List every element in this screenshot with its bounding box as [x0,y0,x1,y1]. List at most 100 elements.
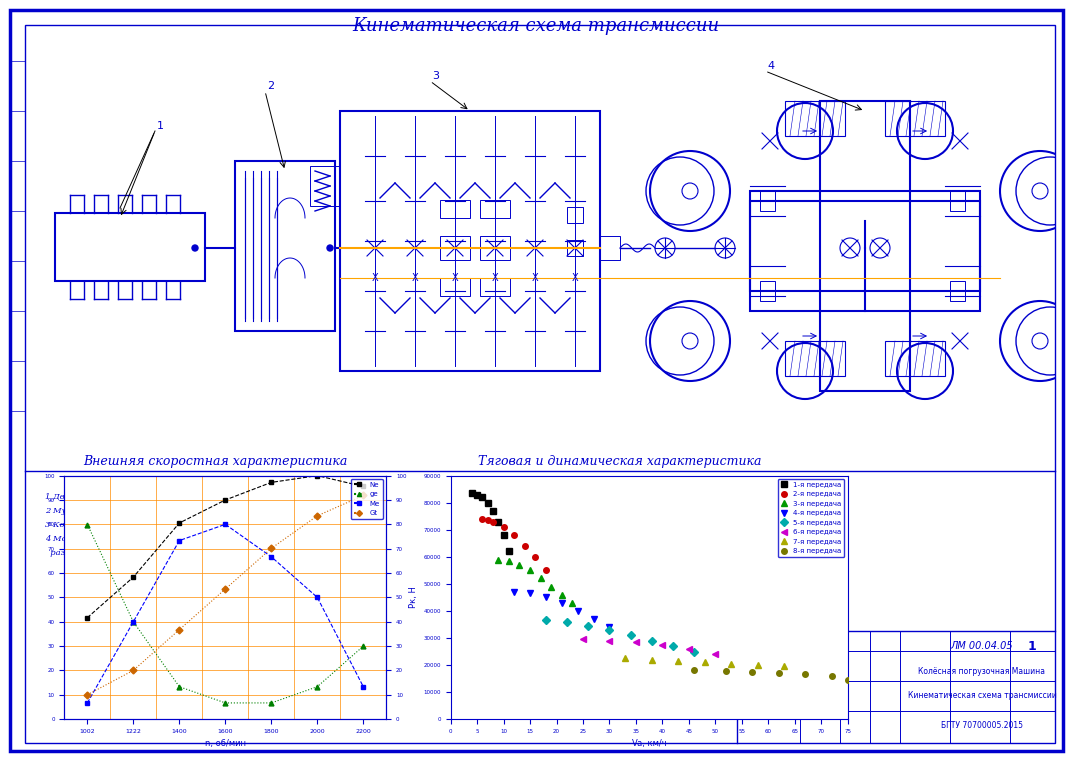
4-я передача [508,587,520,597]
Bar [750,201,980,311]
Bar [950,191,965,211]
Bar [885,341,945,376]
Bar [567,240,583,256]
Line: 3-я передача: 3-я передача [496,557,575,606]
Line: Ne: Ne [85,473,366,620]
ge [219,699,232,708]
Bar [310,166,340,206]
Line: ge: ge [85,522,366,705]
ge [357,642,370,651]
Text: Кинематическая схема трансмиссии: Кинематическая схема трансмиссии [352,17,720,35]
Text: ge, г/кВт·ч
Me, Нм: ge, г/кВт·ч Me, Нм [460,578,473,616]
Text: X: X [452,273,458,283]
Bar [600,236,620,260]
Ne [219,495,232,505]
1-я передача [486,506,499,515]
8-я передача [746,667,759,677]
Line: Me: Me [85,522,366,705]
ge [80,520,93,529]
ge [311,682,324,691]
Ne [80,613,93,622]
3-я передача [545,582,558,591]
Text: 2 Муфта сцепления 4-х дисковая: 2 Муфта сцепления 4-х дисковая [45,507,195,515]
1-я передача [476,492,489,501]
Bar [785,341,846,376]
Y-axis label: Рк, Н: Рк, Н [409,587,417,608]
8-я передача [825,671,838,680]
Text: БГТУ 70700005.2015: БГТУ 70700005.2015 [941,721,1023,731]
5-я передача [624,631,637,640]
Ne [127,572,139,581]
Text: 3: 3 [432,71,439,81]
Bar [55,213,205,281]
Text: 4: 4 [767,61,774,71]
2-я передача [518,541,531,550]
Bar [480,200,510,218]
Text: Колёсная погрузочная Машина: Колёсная погрузочная Машина [918,667,1045,676]
Me [173,536,186,545]
Gt [357,491,370,500]
8-я передача [720,667,733,676]
Gt [219,584,232,594]
Text: X: X [412,273,418,283]
Me [80,699,93,708]
6-я передача [656,640,668,649]
7-я передача [724,659,737,668]
8-я передача [841,675,854,684]
Bar [480,278,510,296]
Me [265,552,278,562]
Me [219,520,232,529]
Line: 6-я передача: 6-я передача [580,636,718,657]
7-я передача [672,657,685,666]
3-я передача [513,560,526,569]
2-я передача [497,523,510,532]
Bar [480,236,510,260]
4-я передача [571,607,584,616]
5-я передача [540,616,553,625]
3-я передача [534,574,547,583]
Circle shape [192,245,199,251]
Gt [127,666,139,675]
Bar [785,101,846,136]
Bar [950,281,965,301]
Bar [440,278,470,296]
Bar [760,281,775,301]
1-я передача [466,489,479,498]
8-я передача [773,668,785,677]
Line: 8-я передача: 8-я передача [691,667,851,683]
2-я передача [482,516,495,525]
4-я передача [587,614,600,623]
Gt [173,625,186,634]
5-я передача [645,636,658,645]
1-я передача [482,498,495,508]
7-я передача [645,655,658,664]
5-я передача [582,621,594,630]
1-я передача [491,517,504,526]
3-я передача [524,565,536,575]
Text: разнесенного типа: разнесенного типа [45,549,137,557]
Line: 5-я передача: 5-я передача [543,618,697,654]
Me [357,682,370,691]
3-я передача [565,598,578,607]
Text: X: X [371,273,379,283]
ge [173,682,186,691]
Bar [235,161,335,331]
5-я передача [603,626,616,635]
Line: Gt: Gt [85,493,366,697]
Text: 2: 2 [267,81,274,91]
2-я передача [529,552,542,562]
X-axis label: n, об/мин: n, об/мин [205,740,246,748]
Text: 1: 1 [157,121,164,131]
Bar [440,200,470,218]
7-я передача [751,661,764,670]
2-я передача [476,514,489,524]
6-я передача [682,645,695,654]
6-я передача [630,638,643,647]
4-я передача [540,593,553,602]
Text: 1 Двигатель ЯМЗ-240-Н: 1 Двигатель ЯМЗ-240-Н [45,493,155,501]
Text: 4 Мост задний с 2-ой главной передачей: 4 Мост задний с 2-ой главной передачей [45,535,229,543]
7-я передача [778,662,791,671]
5-я передача [561,617,574,626]
Line: 2-я передача: 2-я передача [480,516,548,573]
1-я передача [471,490,484,499]
